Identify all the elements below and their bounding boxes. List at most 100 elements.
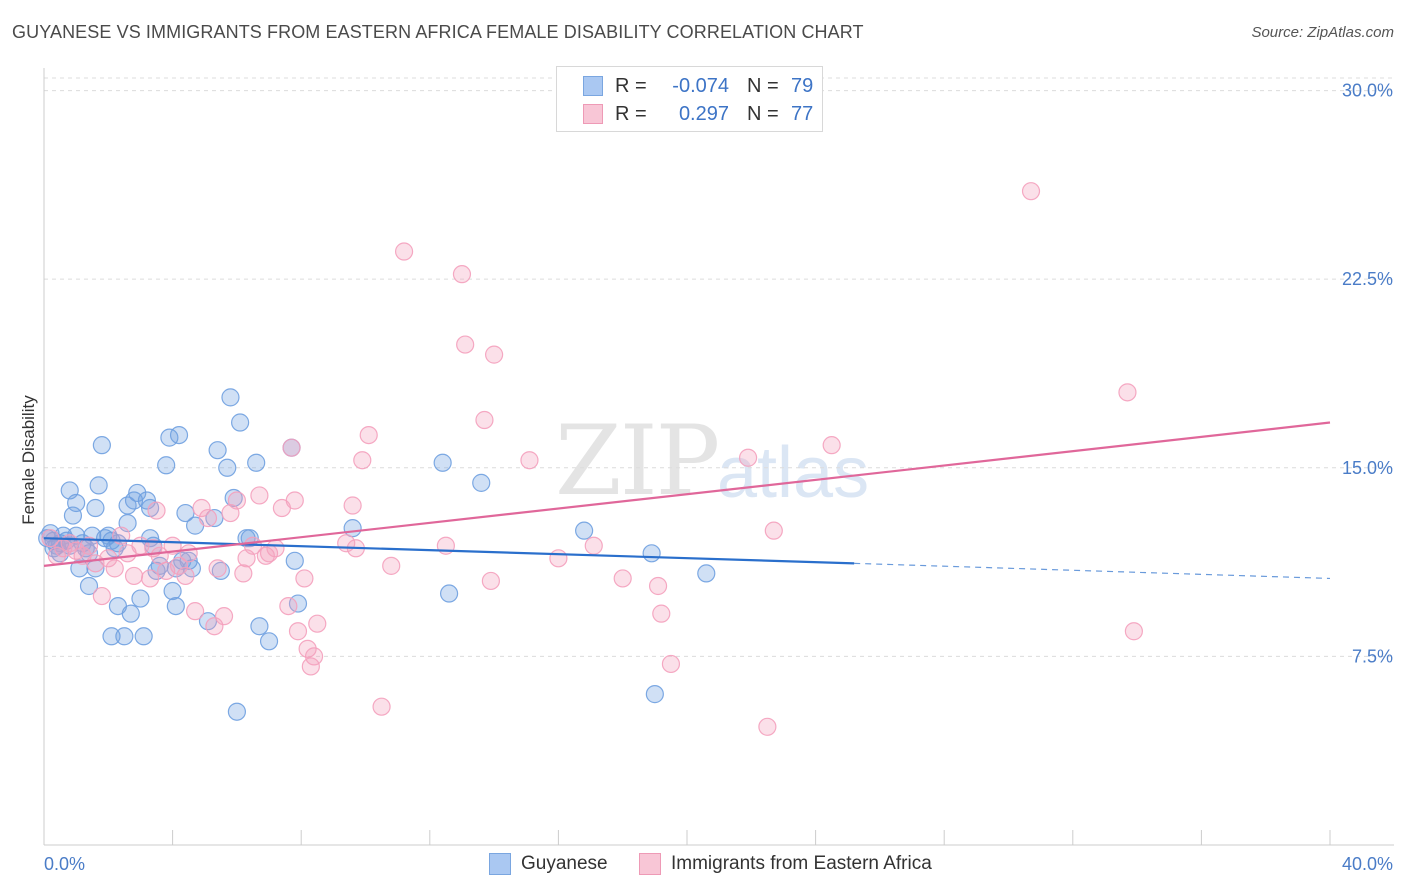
point-guyanese bbox=[208, 441, 227, 460]
point-eastern-africa bbox=[79, 536, 99, 555]
point-guyanese bbox=[173, 551, 192, 570]
legend-r-label: R = bbox=[615, 102, 647, 125]
point-eastern-africa bbox=[186, 602, 205, 621]
point-eastern-africa bbox=[520, 451, 539, 470]
point-guyanese bbox=[433, 453, 452, 472]
point-guyanese bbox=[147, 561, 166, 580]
point-eastern-africa bbox=[105, 559, 124, 578]
point-guyanese bbox=[224, 488, 243, 508]
point-eastern-africa bbox=[343, 496, 362, 515]
point-eastern-africa bbox=[304, 647, 324, 666]
point-guyanese bbox=[439, 584, 459, 603]
watermark-zip: ZIP bbox=[555, 405, 720, 517]
point-eastern-africa bbox=[394, 242, 414, 261]
legend-row-guyanese: R = -0.074 N = 79 bbox=[583, 73, 813, 99]
point-eastern-africa bbox=[282, 438, 301, 457]
point-guyanese bbox=[128, 483, 147, 503]
watermark-atlas: atlas bbox=[717, 433, 870, 513]
bottom-legend-label-eastern-africa: Immigrants from Eastern Africa bbox=[671, 853, 932, 874]
point-eastern-africa bbox=[648, 576, 668, 596]
legend-swatch-guyanese bbox=[583, 76, 603, 96]
point-eastern-africa bbox=[208, 559, 227, 578]
point-eastern-africa bbox=[485, 345, 504, 364]
legend-r-value: -0.074 bbox=[672, 74, 729, 97]
point-eastern-africa bbox=[652, 604, 671, 623]
legend-n-value: 77 bbox=[791, 102, 814, 125]
point-guyanese bbox=[221, 388, 240, 407]
point-guyanese bbox=[134, 627, 153, 646]
point-guyanese bbox=[211, 561, 230, 580]
point-guyanese bbox=[285, 551, 304, 570]
point-eastern-africa bbox=[198, 508, 218, 528]
point-eastern-africa bbox=[237, 549, 256, 568]
point-guyanese bbox=[642, 544, 661, 563]
point-guyanese bbox=[575, 521, 594, 540]
legend-r-label: R = bbox=[615, 74, 647, 97]
point-eastern-africa bbox=[295, 569, 314, 588]
point-eastern-africa bbox=[661, 654, 681, 674]
point-eastern-africa bbox=[214, 607, 234, 626]
point-eastern-africa bbox=[124, 566, 144, 586]
x-tick-label: 40.0% bbox=[1342, 854, 1393, 874]
point-eastern-africa bbox=[1124, 622, 1143, 641]
bottom-legend-eastern-africa: Immigrants from Eastern Africa bbox=[639, 852, 932, 876]
point-guyanese bbox=[231, 413, 250, 432]
y-tick-label: 15.0% bbox=[1342, 458, 1393, 478]
bottom-legend-swatch-guyanese bbox=[489, 853, 511, 875]
point-eastern-africa bbox=[227, 491, 246, 510]
point-guyanese bbox=[89, 476, 108, 495]
legend-swatch-eastern-africa bbox=[583, 104, 603, 124]
point-guyanese bbox=[218, 458, 237, 477]
point-eastern-africa bbox=[359, 425, 378, 445]
point-eastern-africa bbox=[382, 556, 401, 575]
bottom-legend-guyanese: Guyanese bbox=[489, 852, 608, 876]
legend-n-value: 79 bbox=[791, 74, 814, 97]
point-guyanese bbox=[157, 456, 176, 475]
bottom-legend-label-guyanese: Guyanese bbox=[521, 853, 608, 874]
point-eastern-africa bbox=[372, 697, 391, 716]
trend-line-eastern-africa bbox=[43, 421, 1331, 567]
point-guyanese bbox=[250, 617, 269, 636]
point-guyanese bbox=[697, 564, 716, 583]
point-guyanese bbox=[163, 581, 182, 601]
legend-r-value: 0.297 bbox=[678, 102, 729, 125]
point-guyanese bbox=[247, 453, 266, 472]
point-eastern-africa bbox=[288, 622, 308, 641]
point-guyanese bbox=[472, 473, 491, 492]
point-eastern-africa bbox=[822, 436, 841, 455]
point-eastern-africa bbox=[1118, 383, 1137, 402]
point-eastern-africa bbox=[353, 451, 372, 470]
point-guyanese bbox=[169, 425, 189, 445]
axis-labels: 7.5% 15.0% 22.5% 30.0% 0.0% 40.0% Female Disab… bbox=[19, 81, 1393, 874]
point-eastern-africa bbox=[764, 521, 783, 540]
x-tick-label: 0.0% bbox=[44, 854, 85, 874]
point-eastern-africa bbox=[298, 639, 317, 658]
trend-line-guyanese-extension bbox=[854, 562, 1331, 580]
point-eastern-africa bbox=[176, 566, 195, 586]
point-eastern-africa bbox=[308, 614, 327, 633]
point-eastern-africa bbox=[549, 549, 568, 568]
point-eastern-africa bbox=[256, 546, 275, 565]
point-eastern-africa bbox=[1021, 182, 1041, 201]
bottom-legend-swatch-eastern-africa bbox=[639, 853, 661, 875]
point-eastern-africa bbox=[584, 536, 603, 555]
point-eastern-africa bbox=[279, 596, 298, 616]
source-credit: Source: ZipAtlas.com bbox=[1251, 24, 1394, 41]
point-eastern-africa bbox=[169, 556, 189, 575]
point-eastern-africa bbox=[179, 544, 198, 563]
axes bbox=[43, 68, 1394, 846]
point-guyanese bbox=[67, 493, 86, 513]
point-guyanese bbox=[92, 436, 111, 455]
point-eastern-africa bbox=[456, 335, 475, 354]
point-guyanese bbox=[259, 632, 279, 651]
trend-lines bbox=[43, 421, 1331, 580]
legend-n-label: N = bbox=[747, 74, 779, 97]
point-eastern-africa bbox=[92, 586, 111, 606]
point-eastern-africa bbox=[758, 717, 777, 736]
y-axis-title: Female Disability bbox=[19, 395, 38, 525]
point-guyanese bbox=[131, 589, 150, 608]
point-eastern-africa bbox=[266, 539, 285, 558]
point-eastern-africa bbox=[285, 491, 304, 510]
y-tick-label: 30.0% bbox=[1342, 81, 1393, 101]
point-eastern-africa bbox=[140, 569, 160, 588]
